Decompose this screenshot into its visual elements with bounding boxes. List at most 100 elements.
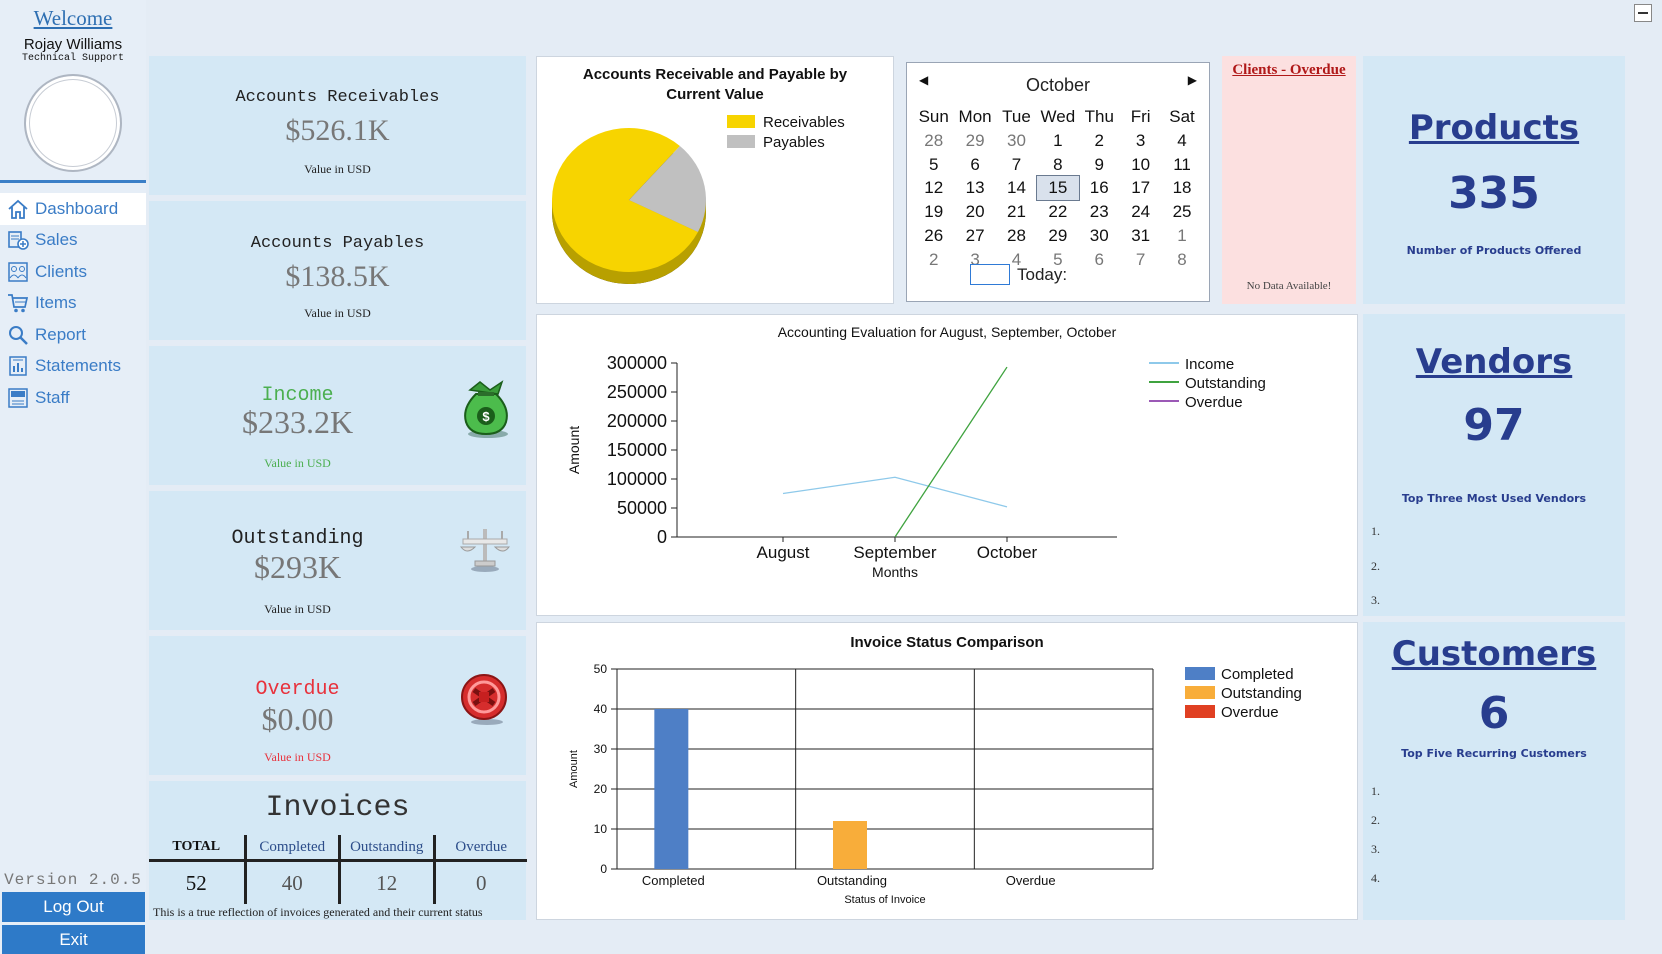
kpi-subtitle: Value in USD <box>264 750 331 764</box>
exit-button[interactable]: Exit <box>2 925 145 954</box>
calendar-day[interactable]: 22 <box>1048 202 1068 222</box>
sidebar-item-staff[interactable]: Staff <box>0 382 146 414</box>
sidebar-item-label: Clients <box>35 261 87 281</box>
calendar-day[interactable]: 29 <box>1048 225 1068 245</box>
calendar-day[interactable]: 15 <box>1036 175 1080 202</box>
calendar-weekday: Sun <box>918 107 949 126</box>
today-swatch[interactable] <box>970 264 1010 285</box>
pie-slice-receivables[interactable] <box>552 127 698 272</box>
calendar-day[interactable]: 30 <box>1089 225 1109 245</box>
invoices-header-overdue: Overdue <box>432 835 528 859</box>
clients-overdue-title[interactable]: Clients - Overdue <box>1232 62 1346 78</box>
minimize-button[interactable] <box>1634 4 1652 22</box>
calendar-day[interactable]: 27 <box>965 225 985 245</box>
calendar-weekday: Sat <box>1169 107 1195 126</box>
calendar-day[interactable]: 3 <box>970 249 980 269</box>
pie-legend-label: Receivables <box>763 114 845 131</box>
sidebar-item-label: Report <box>35 324 87 344</box>
calendar: ◀ ▶ October Sun Mon Tue Wed Thu Fri Sat 28 29 30 1… <box>906 62 1210 302</box>
calendar-day[interactable]: 20 <box>965 202 985 222</box>
line-series-income[interactable] <box>782 476 1008 508</box>
calendar-day[interactable]: 31 <box>1131 225 1151 245</box>
y-tick-label: 100000 <box>607 469 667 489</box>
kpi-subtitle: Value in USD <box>264 602 331 616</box>
calendar-day[interactable]: 6 <box>970 154 980 174</box>
kpi-title: Outstanding <box>231 527 364 550</box>
pie-slice-payables[interactable] <box>629 145 706 233</box>
calendar-day[interactable]: 3 <box>1135 130 1146 150</box>
welcome-heading: Welcome <box>33 6 113 30</box>
calendar-day[interactable]: 11 <box>1173 154 1191 174</box>
calendar-day[interactable]: 2 <box>1094 130 1104 150</box>
calendar-day[interactable]: 30 <box>1007 130 1026 150</box>
sidebar-item-label: Dashboard <box>35 198 119 218</box>
calendar-day[interactable]: 1 <box>1177 225 1187 245</box>
vendor-rank-2: 2. <box>1371 559 1380 573</box>
calendar-prev-icon[interactable]: ◀ <box>919 73 929 87</box>
calendar-day[interactable]: 29 <box>965 130 985 150</box>
calendar-weekday: Wed <box>1040 107 1076 126</box>
sidebar-item-clients[interactable]: Clients <box>0 256 146 288</box>
x-tick-label: August <box>757 543 810 562</box>
calendar-weekday: Fri <box>1130 107 1151 126</box>
sidebar-item-statements[interactable]: Statements <box>0 351 146 383</box>
calendar-day[interactable]: 19 <box>924 202 944 222</box>
calendar-day[interactable]: 13 <box>965 178 985 198</box>
calendar-day[interactable]: 26 <box>924 225 944 245</box>
line-series-outstanding[interactable] <box>894 366 1008 538</box>
bar-completed[interactable] <box>654 709 689 869</box>
calendar-day[interactable]: 28 <box>924 130 944 150</box>
calendar-day[interactable]: 4 <box>1011 249 1022 269</box>
calendar-day[interactable]: 8 <box>1177 249 1187 269</box>
calendar-day[interactable]: 5 <box>1053 249 1063 269</box>
calendar-day[interactable]: 7 <box>1011 154 1022 174</box>
calendar-day[interactable]: 21 <box>1007 202 1026 222</box>
y-tick-label: 0 <box>600 862 607 876</box>
calendar-day[interactable]: 25 <box>1172 202 1192 222</box>
calendar-day[interactable]: 8 <box>1053 154 1063 174</box>
bar-outstanding[interactable] <box>833 821 867 869</box>
products-title[interactable]: Products <box>1408 108 1580 148</box>
customers-card: Customers 6 Top Five Recurring Customers… <box>1363 622 1625 920</box>
line-chart-title: Accounting Evaluation for August, Septem… <box>778 324 1117 340</box>
calendar-day[interactable]: 16 <box>1089 178 1109 198</box>
calendar-day[interactable]: 12 <box>924 178 944 198</box>
calendar-day[interactable]: 23 <box>1089 202 1109 222</box>
sidebar-item-items[interactable]: Items <box>0 288 146 320</box>
clients-overdue-empty: No Data Available! <box>1246 280 1332 292</box>
today-label[interactable]: Today: <box>1017 265 1068 284</box>
sidebar-item-label: Items <box>35 293 77 313</box>
y-tick-label: 50 <box>594 662 608 676</box>
calendar-next-icon[interactable]: ▶ <box>1187 73 1197 87</box>
pie-title-line2: Current Value <box>666 86 764 103</box>
sidebar-item-sales[interactable]: Sales <box>0 225 146 257</box>
accounting-line-chart-panel: Accounting Evaluation for August, Septem… <box>536 314 1358 616</box>
kpi-title: Income <box>261 384 334 407</box>
calendar-day[interactable]: 2 <box>928 249 939 269</box>
pie-legend-swatch <box>727 135 755 148</box>
customers-title[interactable]: Customers <box>1391 634 1597 674</box>
sidebar-item-report[interactable]: Report <box>0 319 146 351</box>
pie-title-line1: Accounts Receivable and Payable by <box>583 66 848 83</box>
bar-chart-title: Invoice Status Comparison <box>850 634 1043 651</box>
kpi-title: Accounts Payables <box>250 234 425 253</box>
calendar-day[interactable]: 17 <box>1131 178 1151 198</box>
calendar-day[interactable]: 10 <box>1131 154 1151 174</box>
calendar-day[interactable]: 7 <box>1135 249 1146 269</box>
sidebar-item-dashboard[interactable]: Dashboard <box>0 193 146 225</box>
calendar-day[interactable]: 24 <box>1131 202 1151 222</box>
y-axis-label: Amount <box>568 750 580 788</box>
invoices-title: Invoices <box>265 791 410 825</box>
invoices-header-outstanding: Outstanding <box>338 835 433 859</box>
calendar-day[interactable]: 14 <box>1007 178 1026 198</box>
calendar-day[interactable]: 28 <box>1007 225 1026 245</box>
calendar-day[interactable]: 5 <box>928 154 939 174</box>
logout-button[interactable]: Log Out <box>2 892 145 922</box>
calendar-day[interactable]: 9 <box>1094 154 1104 174</box>
vendors-title[interactable]: Vendors <box>1415 342 1573 382</box>
calendar-day[interactable]: 1 <box>1053 130 1063 150</box>
avatar[interactable] <box>24 74 122 172</box>
calendar-day[interactable]: 6 <box>1094 249 1104 269</box>
calendar-day[interactable]: 4 <box>1177 130 1187 150</box>
calendar-day[interactable]: 18 <box>1172 178 1192 198</box>
